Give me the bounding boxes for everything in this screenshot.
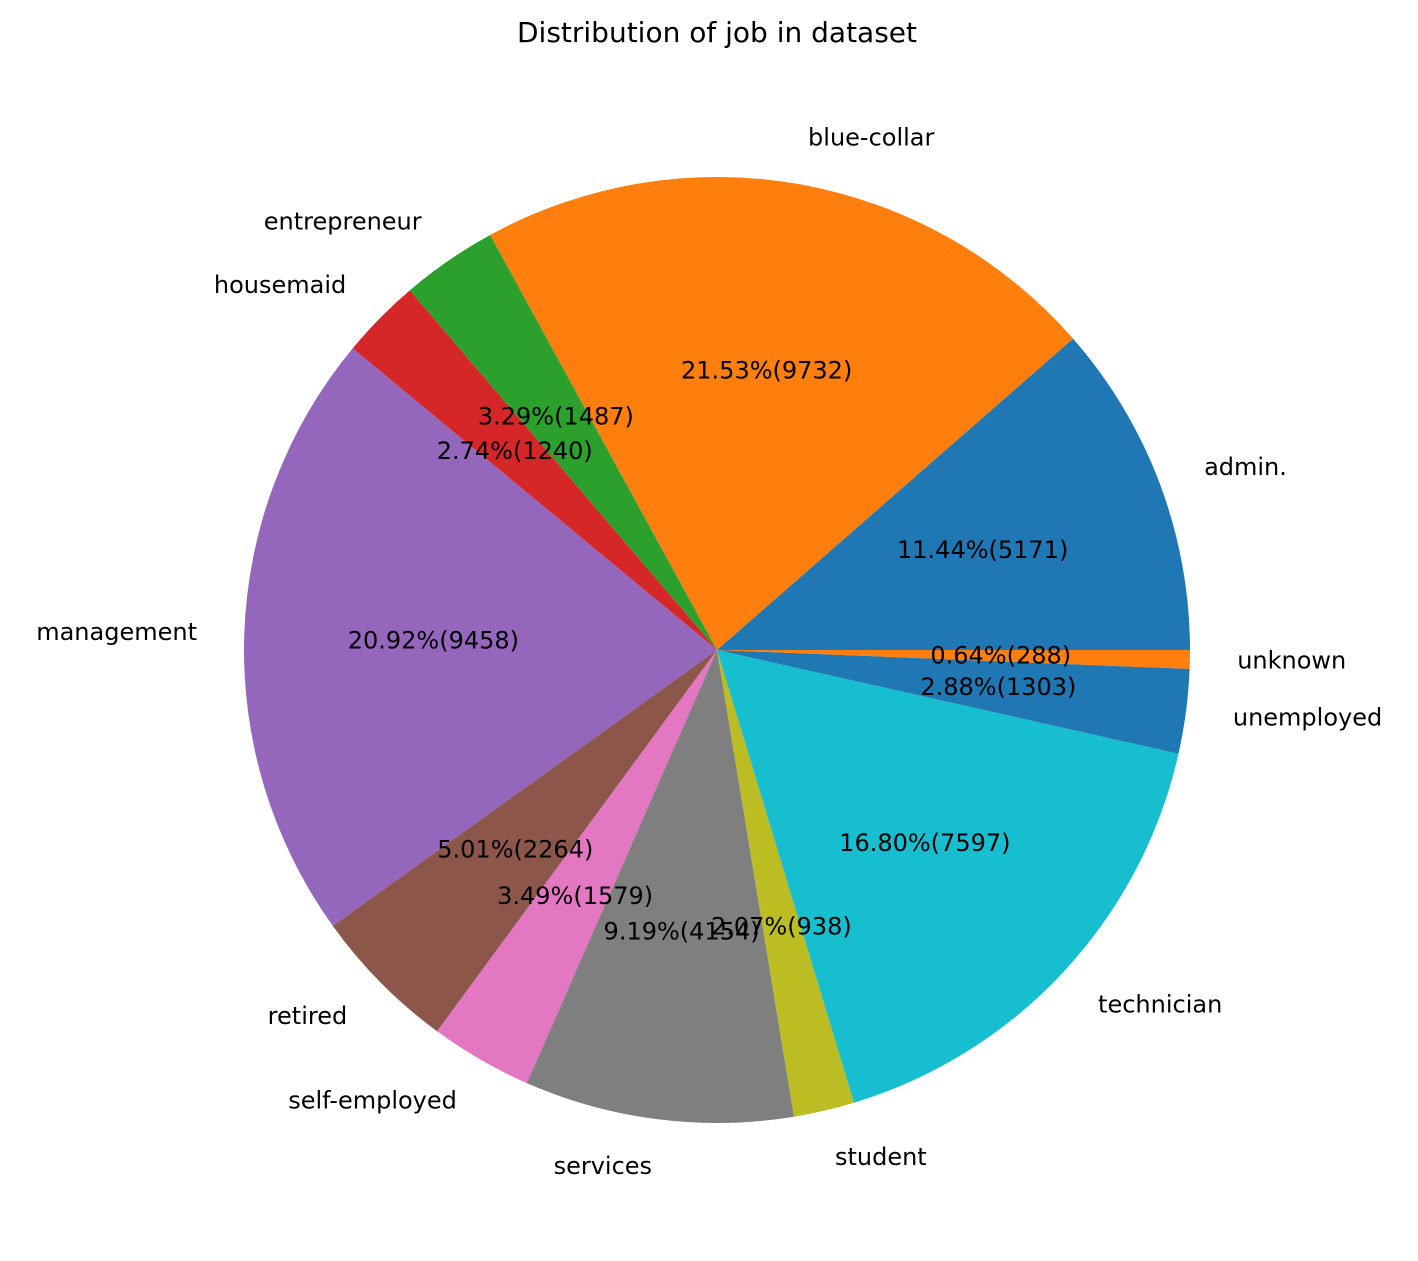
pie-slice-unemployed <box>717 650 1190 754</box>
pie-slice-services <box>526 650 795 1123</box>
percent-label-unknown: 0.64%(288) <box>930 642 1071 670</box>
percent-label-self-employed: 3.49%(1579) <box>497 882 653 910</box>
slice-label-housemaid: housemaid <box>214 271 346 299</box>
slice-label-management: management <box>36 618 197 646</box>
slice-label-retired: retired <box>268 1002 348 1030</box>
percent-label-blue-collar: 21.53%(9732) <box>681 357 852 385</box>
slice-label-self-employed: self-employed <box>288 1087 457 1115</box>
slice-label-entrepreneur: entrepreneur <box>264 208 422 236</box>
pie-slice-management <box>243 348 717 926</box>
slice-label-admin: admin. <box>1204 453 1287 481</box>
slice-label-unemployed: unemployed <box>1233 704 1382 732</box>
slice-label-blue-collar: blue-collar <box>808 124 934 152</box>
pie-slice-entrepreneur <box>409 234 717 650</box>
pie-slice-blue-collar <box>490 177 1074 650</box>
slice-label-technician: technician <box>1098 990 1222 1018</box>
pie-slice-admin <box>717 338 1190 650</box>
percent-label-retired: 5.01%(2264) <box>437 836 593 864</box>
slice-label-services: services <box>554 1152 652 1180</box>
slice-label-unknown: unknown <box>1237 646 1346 674</box>
percent-label-unemployed: 2.88%(1303) <box>920 673 1076 701</box>
slice-label-student: student <box>835 1143 927 1171</box>
pie-slice-labels: admin. blue-collar entrepreneur housemaid ma… <box>36 124 1382 1181</box>
percent-label-technician: 16.80%(7597) <box>839 829 1010 857</box>
pie-percent-labels: 11.44%(5171) 21.53%(9732) 3.29%(1487) 2.74%… <box>348 357 1077 946</box>
pie-slice-housemaid <box>352 290 717 650</box>
percent-label-housemaid: 2.74%(1240) <box>437 437 593 465</box>
chart-title: Distribution of job in dataset <box>517 16 917 49</box>
percent-label-admin: 11.44%(5171) <box>897 536 1068 564</box>
pie-slice-self-employed <box>437 650 717 1084</box>
percent-label-student: 2.07%(938) <box>711 912 852 940</box>
pie-slice-retired <box>332 650 717 1032</box>
pie-slice-student <box>717 650 855 1117</box>
percent-label-services: 9.19%(4154) <box>604 918 760 946</box>
percent-label-management: 20.92%(9458) <box>348 626 519 654</box>
percent-label-entrepreneur: 3.29%(1487) <box>478 402 634 430</box>
pie-slices <box>243 177 1190 1123</box>
pie-slice-unknown <box>717 650 1190 669</box>
pie-slice-technician <box>717 650 1179 1103</box>
